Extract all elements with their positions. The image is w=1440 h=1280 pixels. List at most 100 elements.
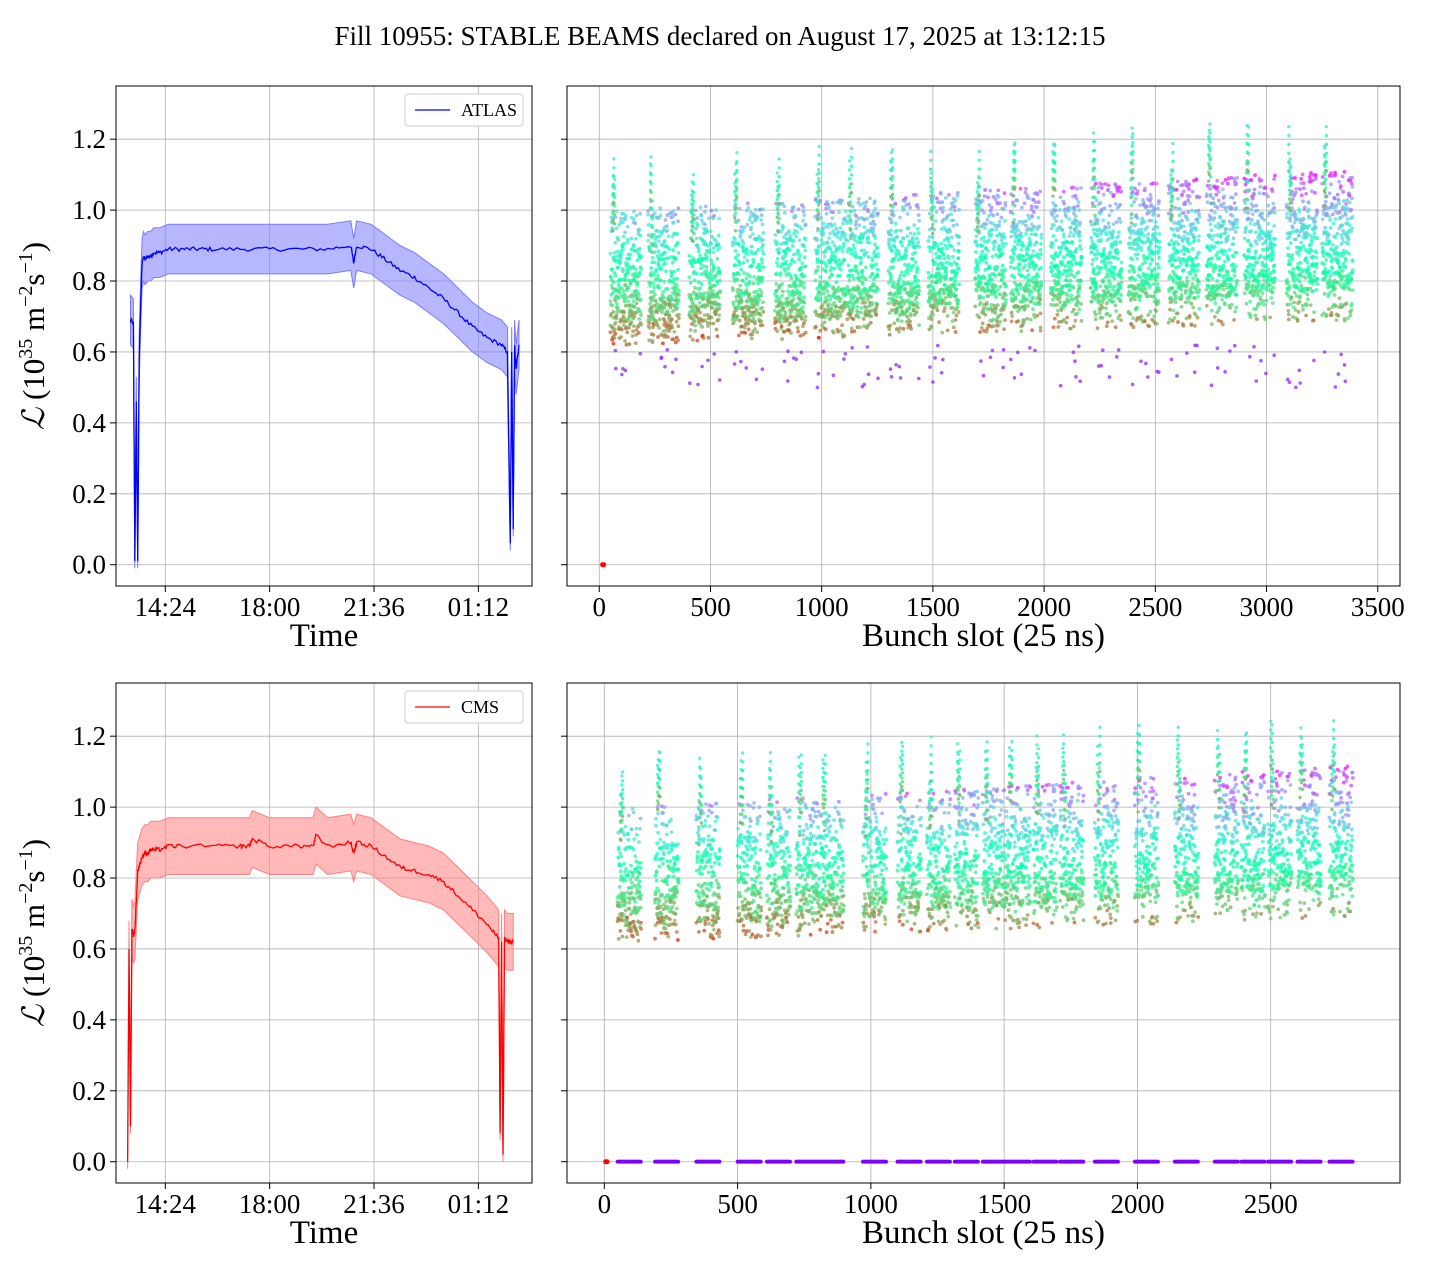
bunch-point: [1190, 247, 1195, 251]
bunch-point: [854, 268, 859, 272]
bunch-point: [995, 212, 1000, 217]
bunch-point: [739, 359, 743, 364]
bunch-point: [890, 204, 894, 208]
ticks: 14:24 18:00 21:36 01:120.00.20.40.60.81.01.…: [72, 124, 509, 622]
bunch-point: [654, 244, 659, 249]
bunch-point: [1138, 267, 1143, 272]
bunch-point: [675, 232, 679, 236]
bunch-point: [1003, 318, 1007, 322]
bunch-point: [1034, 240, 1039, 245]
bunch-point: [1111, 269, 1116, 274]
bunch-point: [656, 335, 660, 339]
bunch-point: [649, 181, 653, 186]
bunch-point: [1171, 186, 1175, 190]
bunch-point: [1224, 209, 1229, 214]
bunch-point: [850, 204, 855, 209]
bunch-point: [780, 201, 785, 206]
bunch-point: [1135, 256, 1139, 261]
bunch-point: [891, 265, 896, 270]
bunch-point: [636, 331, 641, 335]
bunch-point: [1185, 279, 1190, 284]
bunch-point: [733, 229, 738, 233]
bunch-point: [710, 234, 714, 239]
bunch-point: [715, 256, 720, 261]
bunch-point: [1025, 316, 1030, 321]
y-tick-label: 1.0: [72, 195, 106, 225]
bunch-point: [1061, 255, 1066, 259]
y-axis-label-part: s: [16, 273, 51, 285]
bunch-point: [990, 277, 994, 282]
bunch-point: [1019, 234, 1024, 239]
bunch-point: [890, 248, 894, 253]
bunch-point: [1096, 218, 1100, 222]
bunch-point: [897, 364, 902, 369]
bunch-point: [614, 254, 619, 259]
bunch-point: [1217, 305, 1222, 310]
bunch-point: [857, 223, 862, 228]
bunch-point: [635, 258, 640, 263]
bunch-point: [1205, 200, 1210, 205]
bunch-point: [654, 267, 659, 272]
bunch-point: [956, 248, 961, 253]
bunch-point: [622, 316, 627, 321]
bunch-point: [1013, 150, 1017, 154]
y-axis-label-part: (10: [16, 359, 51, 408]
bunch-point: [1225, 273, 1230, 278]
bunch-point: [616, 283, 621, 288]
bunch-point: [1119, 280, 1124, 285]
bunch-point: [1053, 170, 1057, 174]
bunch-point: [622, 292, 627, 297]
bunch-point: [1157, 199, 1161, 204]
bunch-point: [1129, 216, 1134, 221]
bunch-point: [665, 287, 670, 291]
bunch-point: [1218, 215, 1223, 220]
bunch-point: [947, 256, 951, 261]
bunch-point: [759, 290, 764, 294]
bunch-point: [1205, 192, 1209, 197]
bunch-point: [977, 194, 982, 198]
bunch-point: [1024, 186, 1028, 191]
bunch-point: [670, 370, 675, 375]
bunch-point: [676, 251, 681, 255]
bunch-point: [675, 306, 679, 310]
bunch-point: [783, 313, 788, 318]
bunch-point: [1074, 196, 1079, 201]
bunch-point: [698, 253, 702, 258]
bunch-point: [650, 208, 655, 212]
bunch-point: [1013, 141, 1017, 145]
bunch-point: [781, 306, 786, 310]
bunch-point: [916, 292, 921, 297]
bunch-point: [792, 238, 796, 243]
bunch-point: [612, 336, 617, 340]
bunch-point: [863, 309, 868, 314]
bunch-point: [818, 291, 823, 296]
bunch-point: [773, 233, 778, 237]
bunch-point: [957, 282, 961, 287]
bunch-point: [840, 249, 845, 254]
bunch-point: [614, 209, 619, 214]
bunch-point: [649, 298, 654, 303]
bunch-point: [754, 250, 759, 255]
bunch-point: [875, 273, 880, 278]
bunch-point: [827, 206, 832, 210]
bunch-point: [1145, 225, 1150, 230]
bunch-point: [636, 293, 641, 298]
bunch-point: [849, 191, 854, 195]
bunch-point: [1152, 211, 1156, 216]
bunch-point: [1157, 288, 1162, 293]
bunch-point: [1023, 263, 1027, 268]
bunch-point: [1017, 268, 1022, 273]
bunch-point: [1175, 374, 1179, 378]
bunch-point: [973, 304, 978, 309]
bunch-point: [899, 240, 904, 244]
bunch-point: [692, 278, 697, 283]
bunch-point: [865, 297, 870, 302]
bunch-point: [1131, 167, 1135, 172]
bunch-point: [931, 288, 936, 292]
x-tick-label: 01:12: [448, 592, 510, 622]
bunch-point: [652, 260, 657, 265]
bunch-point: [733, 211, 738, 215]
bunch-point: [815, 249, 820, 253]
bunch-point: [1232, 269, 1237, 274]
bunch-point: [759, 257, 764, 262]
